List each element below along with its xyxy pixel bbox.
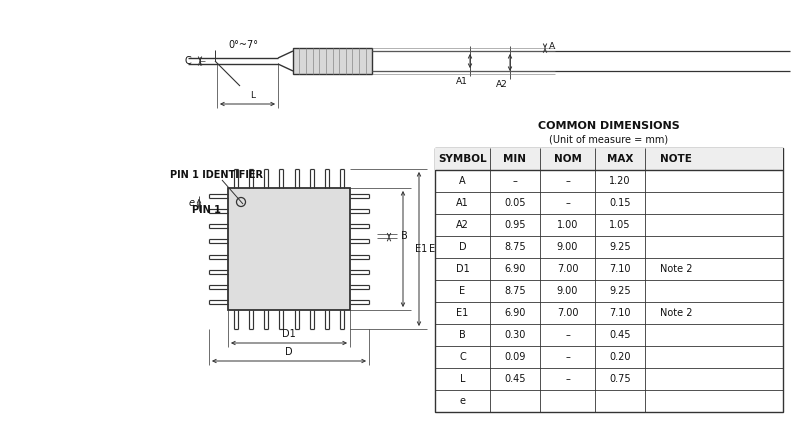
- Text: –: –: [565, 352, 570, 362]
- Text: COMMON DIMENSIONS: COMMON DIMENSIONS: [538, 121, 680, 131]
- Text: 9.25: 9.25: [609, 286, 630, 296]
- Bar: [435, 148, 783, 412]
- Text: 7.00: 7.00: [557, 308, 578, 318]
- Text: 8.75: 8.75: [505, 242, 526, 252]
- Text: PIN 1: PIN 1: [192, 205, 221, 215]
- Text: L: L: [459, 374, 465, 384]
- Text: A1: A1: [456, 198, 469, 208]
- Text: E: E: [429, 244, 435, 254]
- Text: D: D: [459, 242, 466, 252]
- Text: E: E: [459, 286, 466, 296]
- Text: (Unit of measure = mm): (Unit of measure = mm): [550, 134, 668, 144]
- Text: 0.45: 0.45: [505, 374, 526, 384]
- Text: NOTE: NOTE: [660, 154, 692, 164]
- Text: A2: A2: [496, 79, 508, 89]
- Text: MIN: MIN: [504, 154, 527, 164]
- Text: 0.75: 0.75: [609, 374, 630, 384]
- Text: 0.09: 0.09: [505, 352, 526, 362]
- Text: 9.25: 9.25: [609, 242, 630, 252]
- Text: E1: E1: [415, 244, 427, 254]
- Text: 0.20: 0.20: [609, 352, 630, 362]
- Bar: [228, 188, 350, 310]
- Text: 0.45: 0.45: [609, 330, 630, 340]
- Text: PIN 1 IDENTIFIER: PIN 1 IDENTIFIER: [170, 170, 263, 180]
- Text: e: e: [189, 198, 195, 208]
- Text: MAX: MAX: [607, 154, 633, 164]
- Text: –: –: [565, 374, 570, 384]
- Text: D: D: [285, 347, 293, 357]
- Text: B: B: [401, 231, 408, 241]
- Text: 1.05: 1.05: [609, 220, 630, 230]
- Text: NOM: NOM: [554, 154, 581, 164]
- Text: C: C: [185, 56, 191, 66]
- Text: 6.90: 6.90: [505, 308, 526, 318]
- Text: L: L: [250, 91, 255, 99]
- Text: 1.20: 1.20: [609, 176, 630, 186]
- Text: –: –: [565, 330, 570, 340]
- Text: –: –: [565, 176, 570, 186]
- Text: 7.10: 7.10: [609, 308, 630, 318]
- Text: D1: D1: [282, 329, 296, 339]
- Text: 0.95: 0.95: [505, 220, 526, 230]
- Bar: [435, 148, 783, 170]
- Text: –: –: [512, 176, 517, 186]
- Text: 0°~7°: 0°~7°: [228, 40, 258, 50]
- Text: 8.75: 8.75: [505, 286, 526, 296]
- Text: A1: A1: [456, 76, 468, 85]
- Text: Note 2: Note 2: [660, 264, 692, 274]
- Text: SYMBOL: SYMBOL: [438, 154, 487, 164]
- Text: 1.00: 1.00: [557, 220, 578, 230]
- Text: A2: A2: [456, 220, 469, 230]
- Text: 7.10: 7.10: [609, 264, 630, 274]
- Text: 9.00: 9.00: [557, 242, 578, 252]
- Text: 9.00: 9.00: [557, 286, 578, 296]
- Text: 0.15: 0.15: [609, 198, 630, 208]
- Text: 7.00: 7.00: [557, 264, 578, 274]
- Text: A: A: [549, 41, 555, 51]
- Text: A: A: [459, 176, 466, 186]
- Text: D1: D1: [455, 264, 470, 274]
- Text: Note 2: Note 2: [660, 308, 692, 318]
- Text: 0.05: 0.05: [505, 198, 526, 208]
- Text: E1: E1: [456, 308, 469, 318]
- Text: –: –: [565, 198, 570, 208]
- Text: 6.90: 6.90: [505, 264, 526, 274]
- Text: C: C: [459, 352, 466, 362]
- Text: B: B: [459, 330, 466, 340]
- Text: 0.30: 0.30: [505, 330, 526, 340]
- Text: e: e: [459, 396, 466, 406]
- Bar: [293, 48, 372, 74]
